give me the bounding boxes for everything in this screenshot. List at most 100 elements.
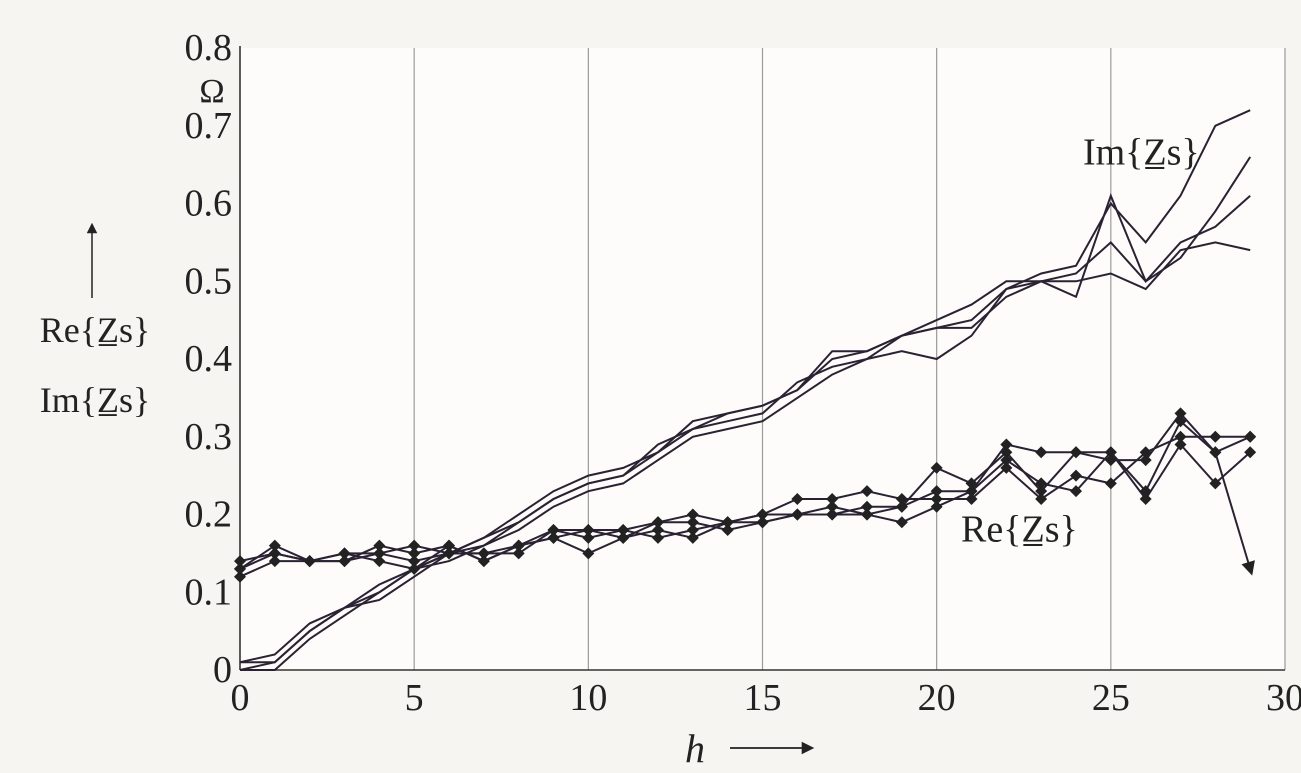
data-point [861, 500, 873, 513]
data-point [1209, 446, 1222, 459]
data-point [826, 508, 839, 521]
data-point [268, 555, 281, 568]
data-point [1035, 485, 1048, 498]
series-annotation: Im{Z̲s} [1083, 132, 1200, 174]
x-tick-label: 20 [918, 677, 956, 719]
data-point [1139, 454, 1152, 467]
data-point [268, 547, 281, 560]
data-point [1209, 477, 1222, 490]
data-point [1244, 446, 1257, 459]
data-point [895, 500, 908, 513]
series-group [234, 109, 1257, 671]
data-point [617, 531, 630, 544]
data-point [652, 516, 664, 529]
series-line-im-4 [240, 156, 1252, 664]
y-tick-label: 0.4 [185, 338, 233, 380]
data-point [408, 555, 421, 568]
y-tick-label: 0 [213, 649, 232, 691]
data-point [895, 492, 908, 505]
data-point [1035, 446, 1048, 459]
data-point [930, 492, 943, 505]
x-tick-label: 30 [1266, 677, 1301, 719]
data-point [268, 539, 281, 552]
y-unit-label: Ω [199, 73, 224, 110]
data-point [1070, 446, 1082, 459]
data-point [895, 516, 908, 529]
y-tick-label: 0.2 [185, 494, 233, 536]
data-point [652, 524, 664, 537]
data-point [791, 508, 804, 521]
y-axis-label: Im{Z̲s} [40, 380, 151, 420]
data-point [1104, 477, 1117, 490]
y-tick-label: 0.3 [185, 416, 233, 458]
data-point [373, 555, 386, 568]
data-point [617, 524, 630, 537]
data-point [547, 531, 560, 544]
data-point [1209, 430, 1222, 443]
data-point [756, 508, 769, 521]
series-annotation: Re{Z̲s} [961, 509, 1078, 551]
data-point [930, 461, 943, 474]
data-point [686, 508, 699, 521]
x-tick-label: 5 [405, 677, 424, 719]
data-point [338, 547, 351, 560]
data-point [1104, 446, 1117, 459]
x-tick-label: 10 [569, 677, 607, 719]
y-axis-label: Re{Z̲s} [40, 310, 151, 350]
data-point [234, 555, 246, 568]
data-point [547, 524, 560, 537]
y-tick-label: 0.7 [185, 105, 233, 147]
x-axis-label: h [685, 726, 705, 768]
data-point [234, 562, 246, 575]
data-point [443, 547, 455, 560]
data-point [652, 531, 664, 544]
data-point [1035, 477, 1048, 490]
data-point [721, 524, 734, 537]
data-point [1174, 430, 1187, 443]
data-point [861, 485, 873, 498]
data-point [1244, 430, 1257, 443]
x-tick-label: 15 [744, 677, 782, 719]
data-point [791, 492, 804, 505]
data-point [373, 539, 386, 552]
data-point [477, 547, 490, 560]
data-point [686, 531, 699, 544]
data-point [930, 485, 943, 498]
data-point [861, 508, 873, 521]
series-line-re-5 [239, 411, 1251, 570]
data-point [1139, 446, 1152, 459]
data-point [1000, 438, 1013, 451]
data-point [1035, 492, 1048, 505]
data-point [756, 516, 769, 529]
data-point [721, 516, 734, 529]
data-point [1070, 485, 1082, 498]
data-point [582, 547, 595, 560]
data-point [1174, 407, 1187, 420]
data-point [512, 539, 525, 552]
data-point [1000, 454, 1013, 467]
data-point [477, 555, 490, 568]
x-tick-label: 0 [231, 677, 250, 719]
data-point [582, 531, 595, 544]
data-point [826, 492, 839, 505]
series-line-im-3 [240, 241, 1251, 671]
y-tick-label: 0.8 [185, 27, 233, 69]
data-point [826, 500, 839, 513]
y-tick-label: 0.5 [185, 260, 233, 302]
data-point [1174, 415, 1187, 428]
data-point [373, 547, 386, 560]
data-point [965, 492, 978, 505]
data-point [1070, 469, 1082, 482]
data-point [1000, 461, 1013, 474]
data-point [686, 516, 699, 529]
series-line-re-7 [239, 442, 1251, 578]
data-point [686, 524, 699, 537]
data-point [512, 547, 525, 560]
data-point [443, 539, 455, 552]
data-point [930, 500, 943, 513]
data-point [582, 524, 595, 537]
data-point [408, 562, 421, 575]
y-tick-label: 0.1 [185, 571, 233, 613]
